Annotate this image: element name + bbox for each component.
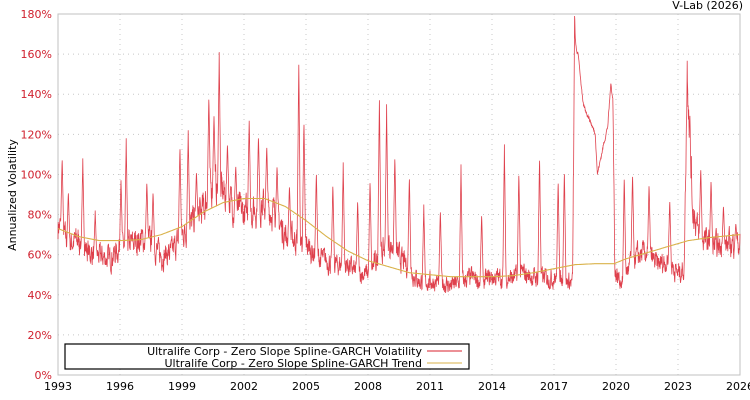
y-tick-label: 0%	[35, 369, 52, 382]
x-tick-label: 2014	[478, 380, 506, 393]
y-tick-label: 20%	[28, 329, 52, 342]
x-tick-label: 2017	[540, 380, 568, 393]
x-tick-label: 2026	[726, 380, 750, 393]
y-tick-label: 120%	[21, 128, 52, 141]
credit-label: V-Lab (2026)	[672, 0, 743, 12]
legend-box	[64, 343, 470, 370]
y-tick-label: 180%	[21, 8, 52, 21]
y-tick-label: 160%	[21, 48, 52, 61]
y-axis-ticks: 0% 20% 40% 60% 80% 100% 120% 140% 160% 180%	[21, 8, 52, 382]
plot-area	[57, 13, 741, 376]
y-tick-label: 80%	[28, 209, 52, 222]
volatility-series-line	[57, 15, 741, 294]
y-tick-label: 60%	[28, 249, 52, 262]
x-tick-label: 2011	[416, 380, 444, 393]
x-tick-label: 2020	[602, 380, 630, 393]
grid-lines	[58, 14, 740, 375]
x-axis-ticks: 1993 1996 1999 2002 2005 2008 2011 2014 2017 2020…	[44, 380, 750, 393]
x-tick-label: 1996	[106, 380, 134, 393]
y-axis-label: Annualized Volatility	[6, 139, 19, 251]
trend-series-line	[57, 197, 741, 278]
x-tick-label: 1999	[168, 380, 196, 393]
y-tick-label: 40%	[28, 289, 52, 302]
legend: Ultralife Corp - Zero Slope Spline-GARCH…	[64, 343, 470, 370]
legend-label-volatility: Ultralife Corp - Zero Slope Spline-GARCH…	[147, 345, 422, 358]
x-tick-label: 2008	[354, 380, 382, 393]
trend-line	[57, 197, 741, 278]
x-tick-label: 2023	[664, 380, 692, 393]
x-tick-label: 2002	[230, 380, 258, 393]
y-tick-label: 140%	[21, 88, 52, 101]
x-tick-label: 2005	[292, 380, 320, 393]
x-tick-label: 1993	[44, 380, 72, 393]
y-tick-label: 100%	[21, 168, 52, 181]
volatility-line	[57, 15, 741, 294]
legend-label-trend: Ultralife Corp - Zero Slope Spline-GARCH…	[164, 357, 422, 370]
